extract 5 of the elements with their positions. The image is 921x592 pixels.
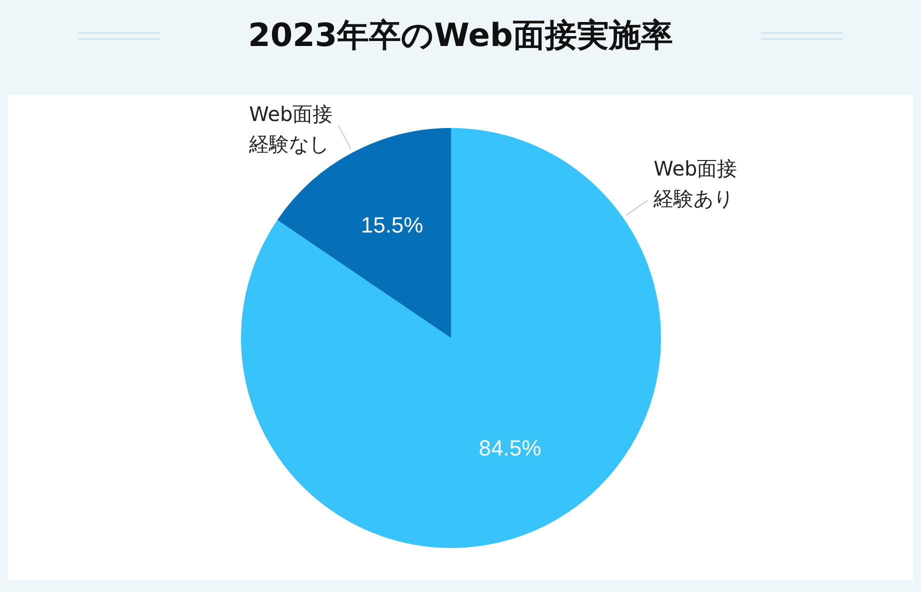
data-label: 15.5% <box>360 212 424 238</box>
slice-label: Web面接経験なし <box>248 102 333 156</box>
chart-title: 2023年卒のWeb面接実施率 <box>247 15 674 56</box>
slice-label: Web面接経験あり <box>652 156 738 211</box>
data-label: 84.5% <box>478 435 542 460</box>
